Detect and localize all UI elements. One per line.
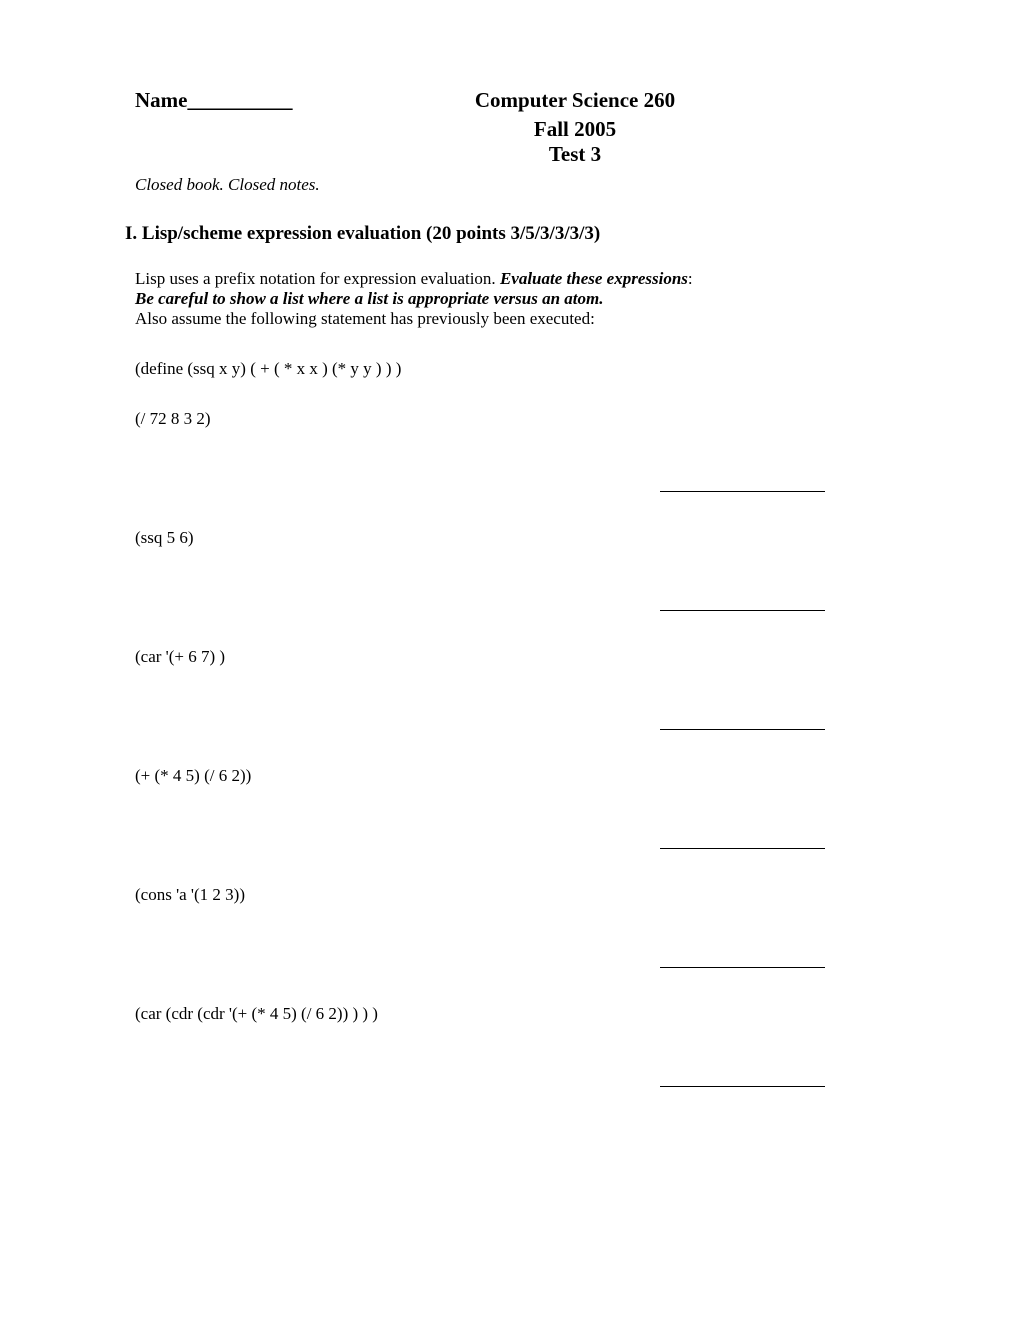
answer-line-1 (660, 491, 825, 492)
intro-text-2: Evaluate these expressions (500, 269, 688, 288)
expression-2: (ssq 5 6) (135, 528, 885, 548)
intro-text-1: Lisp uses a prefix notation for expressi… (135, 269, 500, 288)
exam-instructions: Closed book. Closed notes. (135, 175, 885, 195)
semester-label: Fall 2005 (265, 117, 885, 142)
section-heading: I. Lisp/scheme expression evaluation (20… (125, 223, 885, 245)
section-intro: Lisp uses a prefix notation for expressi… (135, 269, 885, 329)
test-number: Test 3 (265, 142, 885, 167)
intro-text-5: Also assume the following statement has … (135, 309, 595, 328)
expression-4: (+ (* 4 5) (/ 6 2)) (135, 766, 885, 786)
define-statement: (define (ssq x y) ( + ( * x x ) (* y y )… (135, 359, 885, 379)
answer-line-6 (660, 1086, 825, 1087)
answer-line-3 (660, 729, 825, 730)
expression-3: (car '(+ 6 7) ) (135, 647, 885, 667)
expression-5: (cons 'a '(1 2 3)) (135, 885, 885, 905)
intro-text-3: : (688, 269, 693, 288)
expression-1: (/ 72 8 3 2) (135, 409, 885, 429)
course-title: Computer Science 260 (265, 88, 885, 113)
expression-6: (car (cdr (cdr '(+ (* 4 5) (/ 6 2)) ) ) … (135, 1004, 885, 1024)
answer-line-2 (660, 610, 825, 611)
answer-line-4 (660, 848, 825, 849)
answer-line-5 (660, 967, 825, 968)
intro-text-4: Be careful to show a list where a list i… (135, 289, 604, 308)
